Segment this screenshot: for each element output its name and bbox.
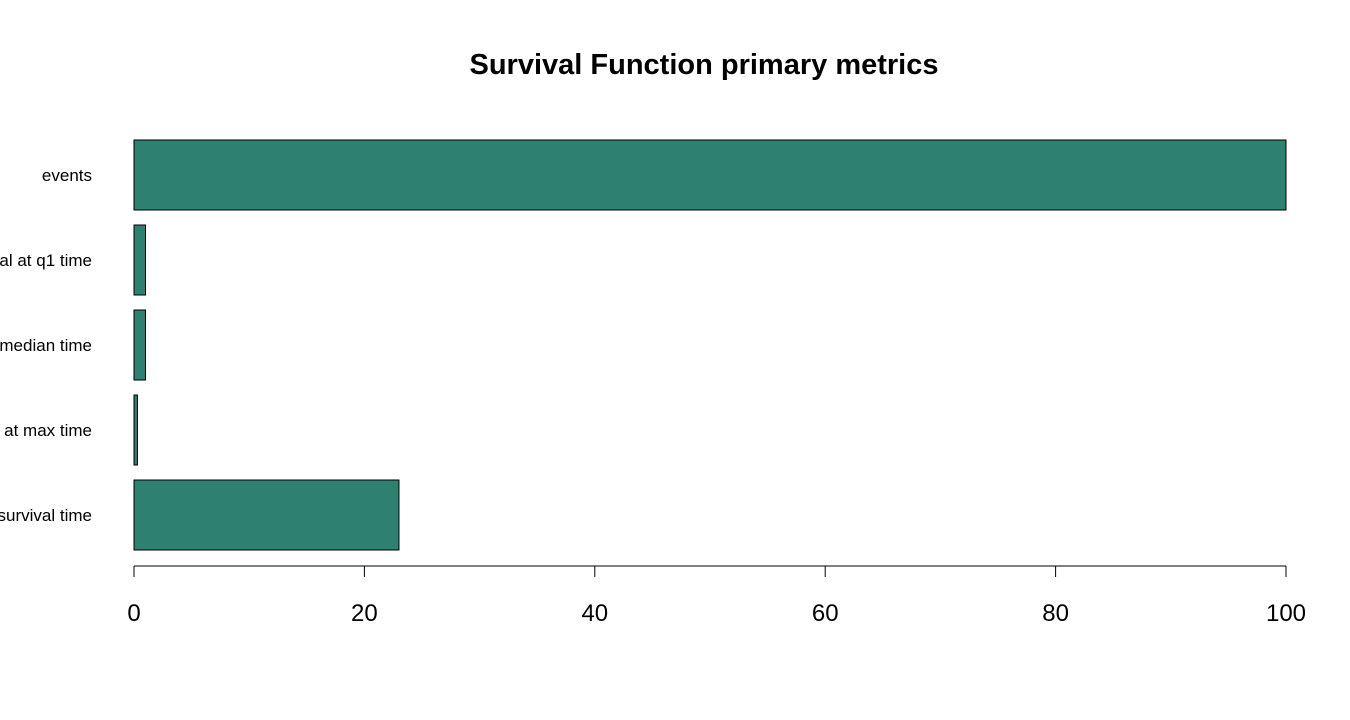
bars-group [133, 139, 1287, 551]
category-label-3: at max time [4, 421, 92, 440]
x-tick-label-0: 0 [127, 600, 140, 627]
category-label-4: survival time [0, 506, 92, 525]
category-label-2: median time [0, 336, 92, 355]
bar-1 [133, 224, 147, 296]
bar-3 [133, 394, 138, 466]
x-tick-label-5: 100 [1266, 600, 1306, 627]
bar-2 [133, 309, 147, 381]
bar-0 [133, 139, 1287, 211]
x-tick-label-1: 20 [351, 600, 378, 627]
category-label-0: events [42, 166, 92, 185]
x-tick-label-3: 60 [812, 600, 839, 627]
bar-4 [133, 479, 400, 551]
category-labels: events al at q1 time median time at max tim… [0, 166, 92, 525]
x-axis: 0 20 40 60 80 100 [127, 565, 1306, 627]
x-tick-label-4: 80 [1042, 600, 1069, 627]
x-tick-label-2: 40 [581, 600, 608, 627]
category-label-1: al at q1 time [0, 251, 92, 270]
chart-title: Survival Function primary metrics [470, 49, 939, 81]
